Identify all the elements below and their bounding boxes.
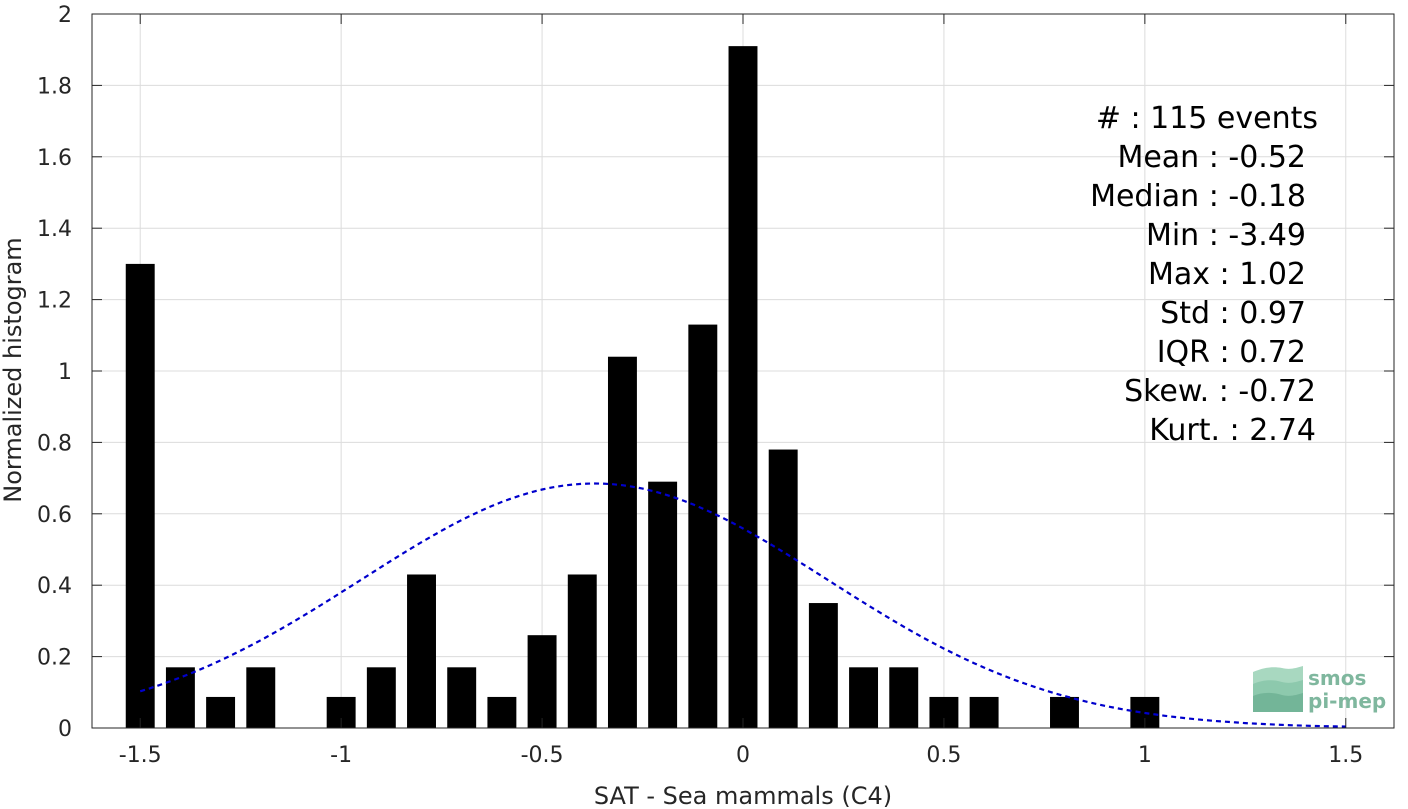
normal-fit-curve bbox=[139, 482, 1346, 728]
histogram-bar bbox=[246, 667, 276, 728]
histogram-bar bbox=[206, 696, 236, 728]
histogram-bar bbox=[1050, 696, 1079, 728]
histogram-bar bbox=[969, 696, 999, 728]
histogram-bar bbox=[889, 667, 919, 728]
stat-line: Min : -3.49 bbox=[1146, 218, 1306, 253]
histogram-bars bbox=[125, 46, 1160, 728]
histogram-bar bbox=[487, 696, 517, 728]
histogram-bar bbox=[567, 574, 597, 728]
stats-panel: # : 115 events Mean : -0.52 Median : -0.18… bbox=[1090, 101, 1318, 448]
histogram-bar bbox=[125, 263, 155, 728]
stat-line: IQR : 0.72 bbox=[1157, 335, 1306, 370]
y-tick-label: 2 bbox=[58, 3, 72, 28]
y-tick-label: 1 bbox=[58, 360, 72, 385]
y-tick-label: 1.6 bbox=[37, 146, 72, 171]
stat-line: Kurt. : 2.74 bbox=[1149, 413, 1316, 448]
y-tick-label: 0 bbox=[58, 717, 72, 742]
axis-ticks bbox=[92, 13, 1394, 729]
histogram-bar bbox=[768, 449, 798, 728]
stat-line: Median : -0.18 bbox=[1090, 179, 1306, 214]
x-tick-label: 0 bbox=[736, 743, 750, 768]
y-tick-label: 0.2 bbox=[37, 646, 72, 671]
x-tick-label: 1 bbox=[1138, 743, 1152, 768]
logo-text-line1: smos bbox=[1308, 666, 1366, 690]
histogram-bar bbox=[607, 356, 637, 728]
histogram-bar bbox=[447, 667, 477, 728]
x-tick-label: 1.5 bbox=[1328, 743, 1363, 768]
stat-line: # : 115 events bbox=[1096, 101, 1318, 136]
histogram-bar bbox=[648, 481, 678, 728]
histogram-bar bbox=[407, 574, 436, 728]
histogram-bar bbox=[849, 667, 879, 728]
x-tick-label: 0.5 bbox=[926, 743, 961, 768]
histogram-bar bbox=[366, 667, 396, 728]
stat-line: Skew. : -0.72 bbox=[1124, 374, 1316, 409]
y-tick-label: 1.8 bbox=[37, 74, 72, 99]
x-tick-label: -1.5 bbox=[119, 743, 162, 768]
y-axis-label: Normalized histogram bbox=[0, 237, 27, 502]
histogram-bar bbox=[527, 635, 557, 728]
histogram-bar bbox=[728, 46, 758, 728]
y-tick-label: 0.6 bbox=[37, 503, 72, 528]
x-axis-label: SAT - Sea mammals (C4) bbox=[594, 782, 892, 809]
stat-line: Mean : -0.52 bbox=[1117, 140, 1306, 175]
logo-text-line2: pi-mep bbox=[1308, 689, 1386, 713]
y-tick-label: 1.2 bbox=[37, 289, 72, 314]
histogram-bar bbox=[808, 603, 838, 728]
stat-line: Max : 1.02 bbox=[1148, 257, 1306, 292]
smos-pi-mep-logo: smos pi-mep bbox=[1253, 666, 1386, 713]
y-tick-label: 0.8 bbox=[37, 431, 72, 456]
x-tick-label: -0.5 bbox=[521, 743, 564, 768]
y-tick-label: 0.4 bbox=[37, 574, 72, 599]
wave-logo-icon bbox=[1253, 666, 1303, 712]
y-tick-label: 1.4 bbox=[37, 217, 72, 242]
stat-line: Std : 0.97 bbox=[1160, 296, 1306, 331]
histogram-bar bbox=[165, 667, 195, 728]
histogram-bar bbox=[688, 324, 718, 728]
x-tick-label: -1 bbox=[330, 743, 352, 768]
tick-labels: -1.5 -1 -0.5 0 0.5 1 1.5 0 0.2 0.4 0.6 0.8 1 1.2 1.4 1.… bbox=[37, 3, 1363, 768]
